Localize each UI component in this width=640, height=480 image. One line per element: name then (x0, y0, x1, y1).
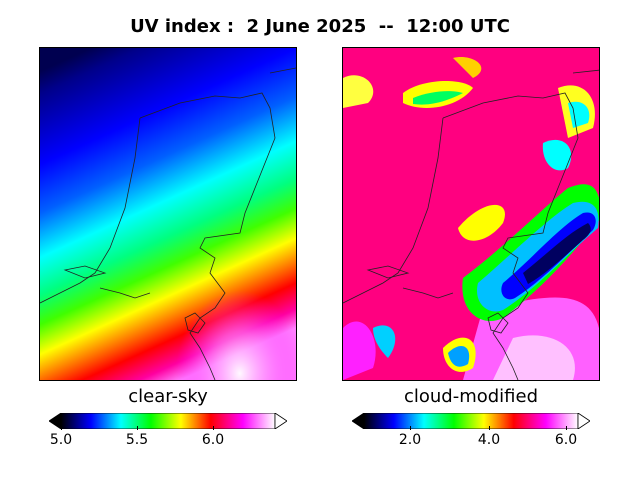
coastline-outline (40, 67, 296, 380)
tickmark (61, 426, 62, 430)
colorbar-extend-high (577, 412, 591, 430)
colorbar-extend-high (274, 412, 288, 430)
cloud-modified-tick-2: 4.0 (477, 432, 501, 448)
clear-sky-tick-3: 6.0 (201, 432, 225, 448)
cloud-modified-label: cloud-modified (403, 386, 539, 407)
tickmark (137, 426, 138, 430)
cloud-field-shapes (343, 57, 599, 380)
clear-sky-map (39, 47, 297, 381)
tickmark (213, 426, 214, 430)
figure-title: UV index : 2 June 2025 -- 12:00 UTC (130, 16, 510, 37)
clear-sky-tick-2: 5.5 (125, 432, 149, 448)
colorbar-extend-low (351, 412, 365, 430)
cloud-modified-tick-3: 6.0 (554, 432, 578, 448)
cloud-modified-tick-1: 2.0 (398, 432, 422, 448)
clear-sky-colorbar (48, 412, 288, 430)
cloud-modified-colorbar (351, 412, 591, 430)
tickmark (410, 426, 411, 430)
clear-sky-tick-1: 5.0 (49, 432, 73, 448)
tickmark (566, 426, 567, 430)
tickmark (489, 426, 490, 430)
colorbar-extend-low (48, 412, 62, 430)
cloud-modified-map (342, 47, 600, 381)
clear-sky-label: clear-sky (128, 386, 208, 407)
coastline-outline (343, 69, 599, 380)
